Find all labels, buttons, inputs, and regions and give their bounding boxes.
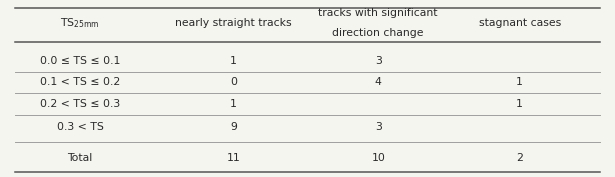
Text: 0.3 < TS: 0.3 < TS: [57, 122, 103, 132]
Text: 0.1 < TS ≤ 0.2: 0.1 < TS ≤ 0.2: [40, 77, 120, 87]
Text: 0: 0: [230, 77, 237, 87]
Text: 4: 4: [375, 77, 382, 87]
Text: 10: 10: [371, 153, 385, 163]
Text: Total: Total: [67, 153, 93, 163]
Text: 1: 1: [516, 99, 523, 109]
Text: 3: 3: [375, 56, 382, 66]
Text: 3: 3: [375, 122, 382, 132]
Text: 9: 9: [230, 122, 237, 132]
Text: 11: 11: [227, 153, 240, 163]
Text: 0.0 ≤ TS ≤ 0.1: 0.0 ≤ TS ≤ 0.1: [40, 56, 120, 66]
Text: 2: 2: [516, 153, 523, 163]
Text: tracks with significant: tracks with significant: [319, 8, 438, 18]
Text: TS$_{25\mathrm{mm}}$: TS$_{25\mathrm{mm}}$: [60, 16, 100, 30]
Text: 1: 1: [230, 99, 237, 109]
Text: nearly straight tracks: nearly straight tracks: [175, 18, 292, 28]
Text: 0.2 < TS ≤ 0.3: 0.2 < TS ≤ 0.3: [40, 99, 120, 109]
Text: 1: 1: [516, 77, 523, 87]
Text: 1: 1: [230, 56, 237, 66]
Text: stagnant cases: stagnant cases: [478, 18, 561, 28]
Text: direction change: direction change: [333, 28, 424, 38]
